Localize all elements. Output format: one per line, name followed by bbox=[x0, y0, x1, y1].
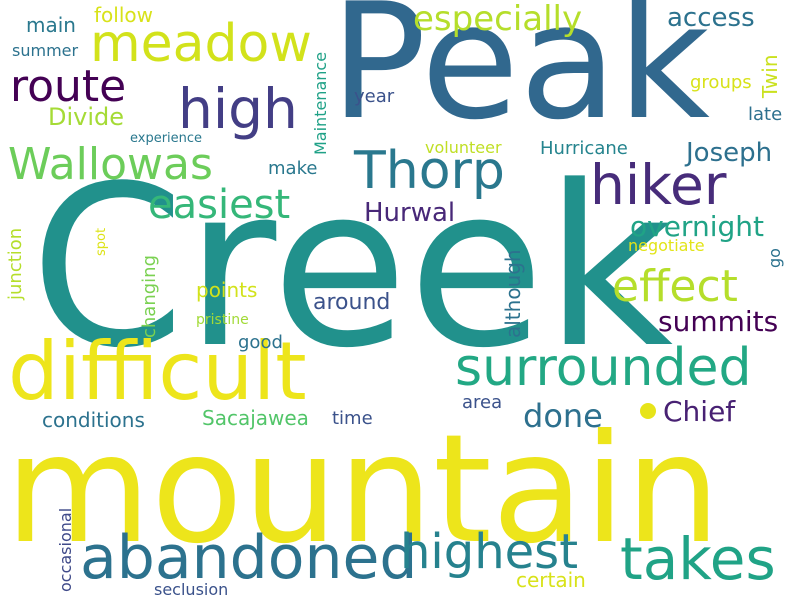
word-route: route bbox=[10, 61, 127, 112]
word-creek: Creek bbox=[30, 139, 674, 397]
word-joseph: Joseph bbox=[686, 138, 773, 168]
word-good: good bbox=[238, 332, 283, 353]
word-high: high bbox=[178, 77, 298, 141]
word-negotiate: negotiate bbox=[628, 236, 705, 255]
word-access: access bbox=[667, 3, 755, 33]
word-experience: experience bbox=[130, 131, 203, 146]
word-occasional: occasional bbox=[56, 507, 75, 592]
word-late: late bbox=[748, 104, 783, 125]
word-meadow: meadow bbox=[90, 14, 312, 74]
word-points: points bbox=[196, 278, 258, 302]
word-summits: summits bbox=[658, 305, 779, 338]
word-easiest: easiest bbox=[148, 182, 291, 228]
word-although: although bbox=[501, 249, 525, 338]
word-surrounded: surrounded bbox=[455, 338, 752, 398]
word-hurwal: Hurwal bbox=[364, 198, 456, 228]
word-thorp: Thorp bbox=[354, 141, 505, 201]
word-around: around bbox=[313, 290, 391, 315]
word-peak: Peak bbox=[330, 0, 710, 155]
word-difficult: difficult bbox=[8, 325, 307, 418]
word-spot: spot bbox=[94, 227, 109, 256]
yellow-dot bbox=[640, 403, 656, 419]
word-groups: groups bbox=[690, 72, 752, 93]
word-abandoned: abandoned bbox=[80, 523, 418, 593]
word-certain: certain bbox=[516, 568, 586, 592]
word-follow: follow bbox=[94, 3, 153, 27]
word-main: main bbox=[26, 13, 76, 37]
word-year: year bbox=[354, 86, 395, 107]
word-effect: effect bbox=[612, 261, 738, 312]
word-chief: Chief bbox=[663, 395, 736, 428]
word-divide: Divide bbox=[48, 103, 125, 131]
word-area: area bbox=[462, 392, 503, 413]
word-wallowas: Wallowas bbox=[8, 139, 213, 190]
word-twin: Twin bbox=[758, 54, 782, 99]
word-changing: changing bbox=[139, 254, 160, 338]
word-time: time bbox=[332, 408, 373, 429]
word-junction: junction bbox=[5, 227, 26, 300]
word-hiker: hiker bbox=[590, 153, 727, 217]
word-go: go bbox=[765, 248, 784, 268]
word-overnight: overnight bbox=[630, 210, 764, 243]
word-especially: especially bbox=[413, 0, 583, 39]
word-seclusion: seclusion bbox=[154, 580, 229, 599]
word-maintenance: Maintenance bbox=[311, 51, 330, 155]
word-make: make bbox=[268, 158, 318, 179]
word-volunteer: volunteer bbox=[425, 138, 502, 157]
word-summer: summer bbox=[12, 41, 79, 60]
word-highest: highest bbox=[400, 524, 579, 580]
word-sacajawea: Sacajawea bbox=[202, 406, 309, 430]
word-takes: takes bbox=[620, 525, 776, 593]
word-hurricane: Hurricane bbox=[540, 138, 628, 159]
word-mountain: mountain bbox=[5, 403, 721, 577]
word-done: done bbox=[523, 397, 603, 435]
word-conditions: conditions bbox=[42, 408, 145, 432]
word-pristine: pristine bbox=[196, 312, 249, 328]
